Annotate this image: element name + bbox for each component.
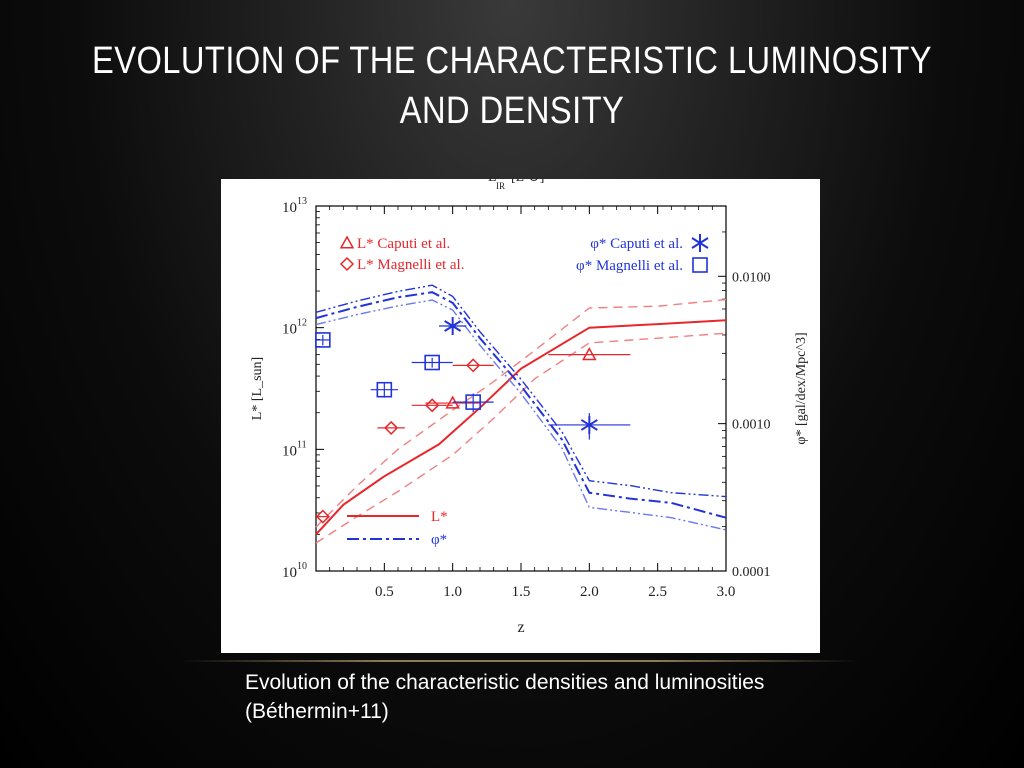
series-line-l-upper: [315, 298, 727, 528]
marker-diamond: [466, 358, 481, 373]
figure-caption: Evolution of the characteristic densitie…: [245, 671, 765, 723]
data-point-square: [411, 357, 453, 368]
top-axis-label-subscript: IR: [496, 181, 505, 191]
marker-diamond: [384, 420, 399, 435]
x-tick-label: 2.5: [648, 584, 667, 600]
legend-marker-asterisk: [691, 234, 709, 252]
marker-square: [376, 381, 393, 398]
y-right-tick-label: 0.0001: [732, 565, 771, 580]
y-right-tick-label: 0.0100: [732, 270, 771, 285]
legend-label-phi-star: φ*: [431, 532, 447, 548]
marker-asterisk: [580, 415, 598, 434]
legend-label-l-magnelli: L* Magnelli et al.: [357, 257, 464, 273]
legend-marker-triangle: [339, 235, 355, 249]
marker-diamond: [425, 398, 440, 413]
marker-triangle: [582, 347, 597, 361]
x-tick-label: 0.5: [375, 584, 394, 600]
marker-square: [315, 332, 331, 348]
y-right-tick-label: 0.0010: [732, 418, 771, 433]
legend-label-l-caputi: L* Caputi et al.: [357, 236, 450, 252]
legend-marker-square: [692, 257, 708, 273]
y-left-tick-label: 1013: [282, 196, 307, 216]
legend-label-phi-caputi: φ* Caputi et al.: [590, 236, 683, 252]
caption-divider: [180, 660, 860, 662]
top-axis-label: L: [488, 179, 497, 185]
legend-label-phi-magnelli: φ* Magnelli et al.: [576, 258, 683, 274]
series-line--upper: [315, 284, 727, 498]
legend-label-l-star: L*: [431, 509, 448, 525]
marker-diamond: [315, 509, 330, 524]
marker-square: [465, 394, 481, 410]
marker-square: [424, 354, 440, 371]
x-tick-label: 1.0: [443, 584, 462, 600]
y-left-tick-label: 1011: [282, 439, 307, 459]
x-tick-label: 2.0: [580, 584, 599, 600]
marker-asterisk: [444, 316, 462, 335]
y-right-axis-label: φ* [gal/dex/Mpc^3]: [794, 332, 809, 444]
top-axis-label-unit: [L: [511, 179, 524, 185]
luminosity-density-chart: LIR [L ⊙] 0.5 1.0 1.5 2.0 2.5 3.0 z 1010 1011 1012 10…: [250, 179, 809, 636]
y-left-tick-label: 1010: [282, 561, 307, 581]
data-point-square: [370, 382, 398, 398]
chart-figure: LIR [L ⊙] 0.5 1.0 1.5 2.0 2.5 3.0 z 1010 1011 1012 10…: [221, 179, 820, 653]
slide-title: Evolution of the characteristic luminosi…: [91, 40, 932, 132]
y-left-axis-label: L* [L_sun]: [250, 357, 265, 420]
series-line--lower: [315, 299, 727, 531]
top-axis-label-unit-sun: ⊙]: [528, 179, 544, 185]
series-line--: [315, 291, 727, 519]
x-tick-label: 1.5: [512, 584, 531, 600]
data-point-square: [316, 334, 330, 346]
x-tick-label: 3.0: [717, 584, 736, 600]
x-axis-label: z: [517, 619, 524, 636]
legend-marker-diamond: [339, 256, 355, 272]
series-line-l-lower: [315, 332, 727, 544]
y-left-tick-label: 1012: [282, 318, 307, 338]
